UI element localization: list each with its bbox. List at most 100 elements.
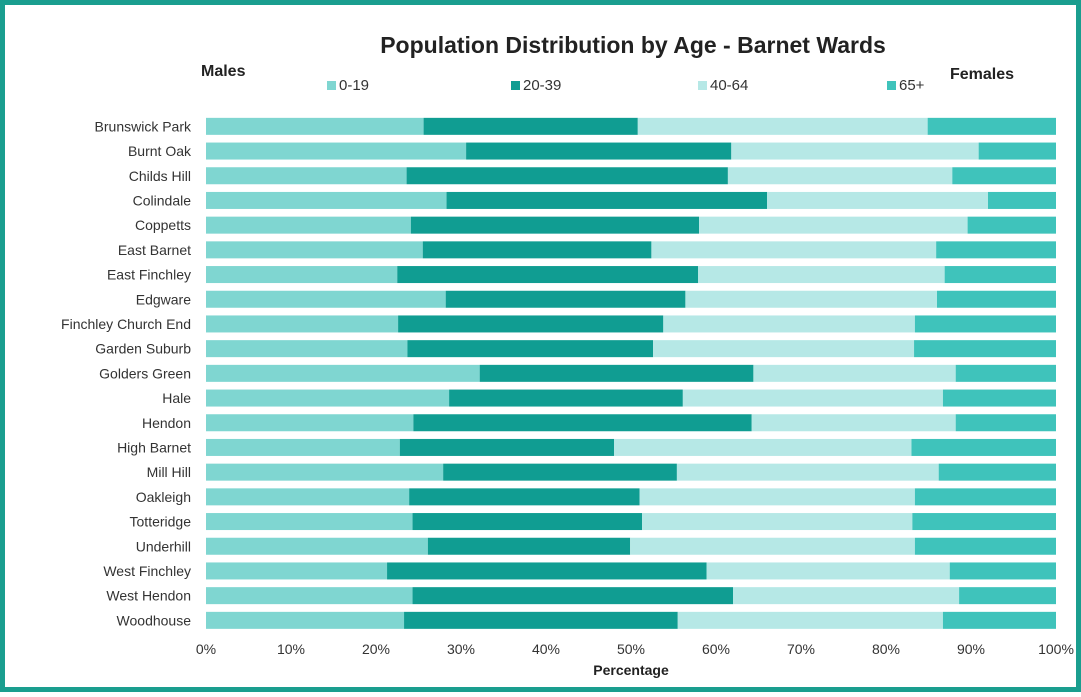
bar-segment — [387, 562, 707, 580]
category-labels: Brunswick Park Burnt Oak Childs Hill Colind… — [61, 118, 192, 628]
bar-segment — [959, 587, 1056, 605]
legend-swatch-20-39 — [511, 81, 520, 90]
category-label: East Finchley — [107, 267, 191, 283]
bar-segment — [914, 340, 1056, 358]
bar-segment — [206, 562, 388, 580]
bar-segment — [206, 389, 450, 407]
chart-svg: Population Distribution by Age - Barnet … — [61, 32, 1074, 678]
bar-segment — [751, 414, 956, 432]
bar-segment — [944, 266, 1056, 284]
bar-segment — [445, 290, 686, 308]
bar-segment — [639, 488, 915, 506]
chart-title: Population Distribution by Age - Barnet … — [380, 32, 886, 58]
bar-segment — [914, 315, 1056, 333]
bar-segment — [733, 587, 960, 605]
bar-segment — [988, 191, 1056, 209]
bar-segment — [663, 315, 915, 333]
bar-segment — [206, 364, 480, 382]
bar-segment — [677, 611, 943, 629]
category-label: Edgware — [136, 291, 191, 307]
category-label: Woodhouse — [117, 612, 192, 628]
x-tick-label: 0% — [196, 641, 216, 657]
category-label: Underhill — [136, 538, 191, 554]
bar-segment — [753, 364, 956, 382]
x-tick-label: 100% — [1038, 641, 1074, 657]
bar-segment — [413, 414, 752, 432]
bar-segment — [630, 537, 915, 555]
bar-segment — [412, 513, 643, 531]
bar-segment — [699, 216, 968, 234]
bar-segment — [412, 587, 733, 605]
category-label: Burnt Oak — [128, 143, 192, 159]
bar-segment — [642, 513, 913, 531]
bar-segment — [206, 463, 444, 481]
bar-segment — [423, 117, 638, 135]
bar-segment — [409, 488, 640, 506]
bar-segment — [206, 611, 405, 629]
category-label: Hendon — [142, 415, 191, 431]
bar-segment — [398, 315, 664, 333]
legend-label-40-64: 40-64 — [710, 77, 748, 94]
category-label: Coppetts — [135, 217, 191, 233]
bar-segment — [206, 414, 414, 432]
bar-segment — [767, 191, 988, 209]
bar-segment — [206, 340, 408, 358]
category-label: West Finchley — [103, 563, 191, 579]
bar-segment — [206, 537, 428, 555]
bar-segment — [206, 266, 398, 284]
bar-segment — [399, 438, 614, 456]
bar-segment — [206, 191, 447, 209]
bar-segment — [912, 513, 1056, 531]
bar-segment — [653, 340, 915, 358]
bar-segment — [914, 488, 1056, 506]
category-label: Brunswick Park — [95, 118, 192, 134]
bar-segment — [942, 389, 1056, 407]
bar-segment — [443, 463, 677, 481]
legend-label-20-39: 20-39 — [523, 77, 561, 94]
legend: 0-19 20-39 40-64 65+ — [327, 77, 925, 94]
bar-segment — [685, 290, 937, 308]
bar-segment — [206, 438, 400, 456]
bar-segment — [927, 117, 1056, 135]
legend-label-0-19: 0-19 — [339, 77, 369, 94]
bar-segment — [206, 117, 424, 135]
bar-segment — [479, 364, 754, 382]
category-label: Childs Hill — [129, 168, 191, 184]
bar-segment — [937, 290, 1056, 308]
bar-segment — [206, 315, 399, 333]
bars — [206, 117, 1056, 629]
bar-segment — [206, 241, 423, 259]
x-tick-label: 10% — [277, 641, 305, 657]
bar-segment — [410, 216, 699, 234]
bar-segment — [206, 290, 446, 308]
bar-segment — [911, 438, 1056, 456]
bar-segment — [936, 241, 1056, 259]
category-label: High Barnet — [117, 439, 191, 455]
bar-segment — [731, 142, 979, 160]
bar-segment — [698, 266, 945, 284]
bar-segment — [967, 216, 1056, 234]
bar-segment — [727, 167, 953, 185]
bar-segment — [978, 142, 1056, 160]
bar-segment — [651, 241, 937, 259]
category-label: East Barnet — [118, 242, 191, 258]
legend-swatch-40-64 — [698, 81, 707, 90]
bar-segment — [952, 167, 1056, 185]
category-label: West Hendon — [106, 588, 191, 604]
bar-segment — [427, 537, 631, 555]
bar-segment — [206, 142, 467, 160]
bar-segment — [706, 562, 950, 580]
bar-segment — [637, 117, 928, 135]
bar-segment — [955, 364, 1056, 382]
legend-swatch-0-19 — [327, 81, 336, 90]
x-tick-label: 80% — [872, 641, 900, 657]
legend-swatch-65+ — [887, 81, 896, 90]
category-label: Colindale — [133, 192, 192, 208]
bar-segment — [446, 191, 767, 209]
x-ticks: 0% 10% 20% 30% 40% 50% 60% 70% 80% 90% 100% — [196, 641, 1074, 657]
bar-segment — [406, 167, 728, 185]
bar-segment — [206, 513, 413, 531]
males-label: Males — [201, 63, 246, 80]
bar-segment — [206, 216, 411, 234]
